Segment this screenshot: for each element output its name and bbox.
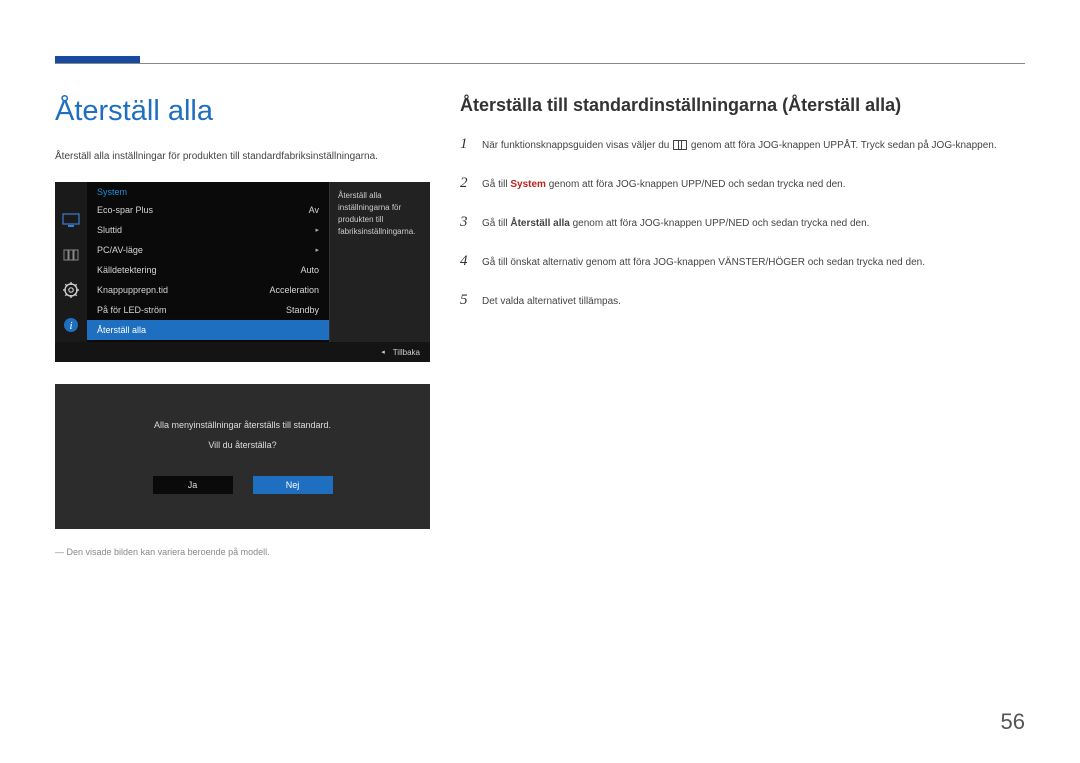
step: 3Gå till Återställ alla genom att föra J… [460, 214, 1025, 231]
step: 1När funktionsknappsguiden visas väljer … [460, 136, 1025, 153]
section-subtitle: Återställa till standardinställningarna … [460, 95, 1025, 116]
highlight: System [510, 179, 546, 190]
menu-icon [673, 140, 687, 150]
step: 4Gå till önskat alternativ genom att för… [460, 253, 1025, 270]
step-text: När funktionsknappsguiden visas väljer d… [482, 138, 997, 153]
osd-row-label: Knappupprepn.tid [97, 285, 168, 295]
osd-row-value: Auto [300, 265, 319, 275]
osd-row-label: På för LED-ström [97, 305, 167, 315]
header-rule [55, 63, 1025, 64]
highlight: Återställ alla [510, 218, 569, 229]
footnote: Den visade bilden kan variera beroende p… [55, 547, 450, 557]
osd-row[interactable]: På för LED-ström Standby [87, 300, 329, 320]
step-text: Gå till Återställ alla genom att föra JO… [482, 216, 869, 231]
osd-row[interactable]: Eco-spar Plus Av [87, 200, 329, 220]
header-tab [55, 56, 140, 63]
step-number: 4 [460, 253, 482, 270]
osd-row-label: Sluttid [97, 225, 122, 235]
gear-icon [55, 272, 87, 307]
osd-row[interactable]: Källdetektering Auto [87, 260, 329, 280]
osd-menu: i System Eco-spar PlusAvSluttid▸PC/AV-lä… [55, 182, 430, 362]
osd-footer-label: Tillbaka [393, 348, 420, 357]
osd-row-value: Av [309, 205, 319, 215]
page-title: Återställ alla [55, 95, 450, 128]
step: 5Det valda alternativet tillämpas. [460, 292, 1025, 309]
step-text: Gå till System genom att föra JOG-knappe… [482, 177, 846, 192]
osd-row-value: ▸ [315, 246, 319, 254]
confirm-message-1: Alla menyinställningar återställs till s… [154, 420, 331, 430]
confirm-dialog: Alla menyinställningar återställs till s… [55, 384, 430, 529]
osd-side-panel: Återställ alla inställningarna för produ… [330, 182, 430, 342]
osd-main-panel: System Eco-spar PlusAvSluttid▸PC/AV-läge… [87, 182, 330, 342]
step-number: 5 [460, 292, 482, 309]
intro-text: Återställ alla inställningar för produkt… [55, 150, 450, 164]
step: 2Gå till System genom att föra JOG-knapp… [460, 175, 1025, 192]
osd-row-label: Eco-spar Plus [97, 205, 153, 215]
step-text: Det valda alternativet tillämpas. [482, 294, 621, 309]
osd-row-value: ▸ [315, 226, 319, 234]
osd-footer: ◂ Tillbaka [55, 342, 430, 362]
back-triangle-icon: ◂ [381, 348, 385, 356]
osd-row-label: Källdetektering [97, 265, 157, 275]
osd-row-value: Standby [286, 305, 319, 315]
osd-row-value: Acceleration [269, 285, 319, 295]
menu-icon [55, 237, 87, 272]
monitor-icon [55, 202, 87, 237]
confirm-yes-button[interactable]: Ja [153, 476, 233, 494]
steps-list: 1När funktionsknappsguiden visas väljer … [460, 136, 1025, 309]
step-text: Gå till önskat alternativ genom att föra… [482, 255, 925, 270]
page-number: 56 [1001, 709, 1025, 735]
step-number: 2 [460, 175, 482, 192]
svg-text:i: i [69, 320, 72, 332]
confirm-message-2: Vill du återställa? [208, 440, 276, 450]
confirm-no-button[interactable]: Nej [253, 476, 333, 494]
osd-row[interactable]: Knappupprepn.tid Acceleration [87, 280, 329, 300]
osd-header: System [87, 182, 329, 200]
step-number: 3 [460, 214, 482, 231]
info-icon: i [55, 307, 87, 342]
osd-row[interactable]: Sluttid ▸ [87, 220, 329, 240]
osd-icon-column: i [55, 182, 87, 342]
osd-row-label: Återställ alla [97, 325, 146, 335]
osd-row[interactable]: Återställ alla [87, 320, 329, 340]
step-number: 1 [460, 136, 482, 153]
osd-row-label: PC/AV-läge [97, 245, 143, 255]
osd-row[interactable]: PC/AV-läge ▸ [87, 240, 329, 260]
